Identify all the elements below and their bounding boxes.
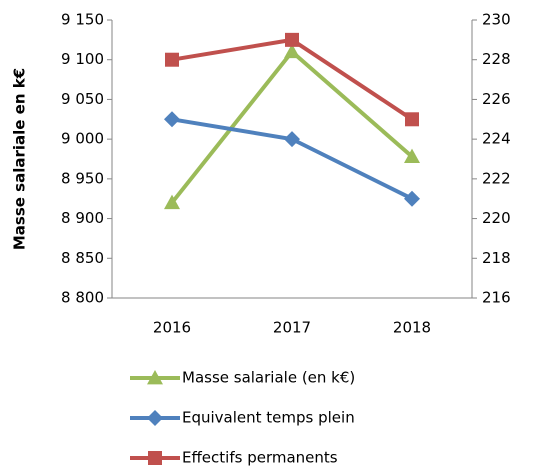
marker [405, 112, 419, 127]
marker [284, 43, 300, 59]
y2-tick-label: 228 [482, 50, 511, 68]
marker [164, 111, 180, 128]
marker [404, 190, 420, 207]
legend-label: Equivalent temps plein [182, 409, 355, 427]
legend-marker [147, 410, 163, 426]
x-tick-label: 2017 [273, 319, 311, 337]
y2-tick-label: 216 [482, 289, 511, 307]
x-tick-label: 2016 [153, 319, 191, 337]
y2-tick-label: 226 [482, 90, 511, 108]
y-tick-label: 9 150 [61, 11, 104, 29]
marker [284, 131, 300, 148]
y-tick-label: 8 900 [61, 209, 104, 227]
y-tick-label: 8 850 [61, 249, 104, 267]
y-axis-label: Masse salariale en k€ [11, 68, 29, 250]
legend-marker [148, 451, 162, 465]
marker [165, 52, 179, 67]
legend-label: Masse salariale (en k€) [182, 369, 355, 387]
marker [285, 32, 299, 47]
x-tick-label: 2018 [393, 319, 431, 337]
y2-tick-label: 220 [482, 209, 511, 227]
y2-tick-label: 222 [482, 169, 511, 187]
marker [164, 194, 180, 210]
y2-tick-label: 224 [482, 130, 511, 148]
legend-marker [147, 370, 163, 385]
y-tick-label: 8 950 [61, 169, 104, 187]
marker [404, 148, 420, 164]
y2-tick-label: 218 [482, 249, 511, 267]
y-tick-label: 9 000 [61, 130, 104, 148]
y-tick-label: 9 050 [61, 90, 104, 108]
y2-tick-label: 230 [482, 11, 511, 29]
y-tick-label: 9 100 [61, 50, 104, 68]
y-tick-label: 8 800 [61, 289, 104, 307]
legend-label: Effectifs permanents [182, 449, 338, 467]
